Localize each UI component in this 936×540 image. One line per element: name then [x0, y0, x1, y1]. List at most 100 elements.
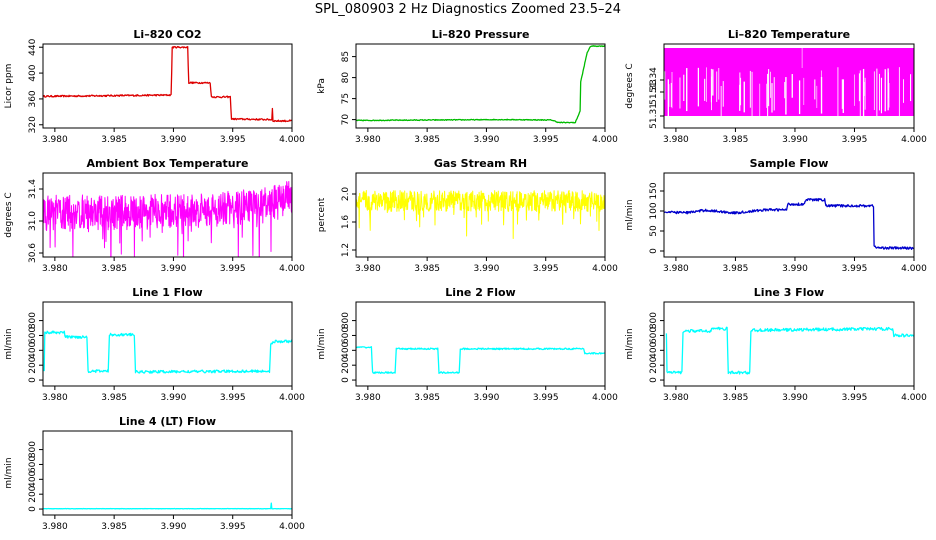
- y-tick-label: 600: [649, 327, 659, 344]
- x-tick-label: 3.990: [161, 135, 187, 145]
- series-line: [43, 181, 292, 257]
- y-tick-label: 800: [28, 312, 38, 329]
- data-series: [356, 190, 605, 239]
- y-tick-label: 0: [28, 377, 38, 383]
- y-tick-label: 31.4: [28, 179, 38, 199]
- y-tick-label: 70: [341, 114, 351, 126]
- x-tick-label: 3.985: [723, 393, 749, 403]
- series-line: [356, 45, 605, 124]
- x-tick-label: 3.990: [474, 393, 500, 403]
- x-tick-label: 3.980: [42, 135, 68, 145]
- panel-title: Line 2 Flow: [445, 286, 515, 299]
- x-tick-label: 3.980: [355, 393, 381, 403]
- panel-title: Line 3 Flow: [754, 286, 824, 299]
- panel-title: Li–820 CO2: [133, 28, 201, 41]
- x-tick-label: 4.000: [592, 264, 618, 274]
- plot-frame: [42, 301, 293, 387]
- chart-panel-9: Line 3 Flow ml/min 3.980 3.985 3.990 3.995 4.0…: [625, 286, 927, 403]
- y-axis-label: kPa: [317, 78, 327, 94]
- plot-frame: [663, 172, 915, 258]
- y-tick-label: 200: [649, 356, 659, 373]
- series-line: [356, 190, 605, 239]
- series-line: [665, 326, 914, 375]
- series-line: [43, 330, 292, 374]
- y-tick-label: 800: [28, 441, 38, 458]
- y-tick-label: 200: [341, 356, 351, 373]
- chart-panel-6: Sample Flow ml/min 3.980 3.985 3.990 3.995 4.0…: [625, 157, 927, 274]
- y-tick-label: 0: [28, 506, 38, 512]
- y-tick-label: 600: [28, 327, 38, 344]
- x-tick-label: 3.995: [220, 264, 246, 274]
- y-tick-label: 800: [649, 312, 659, 329]
- x-tick-label: 3.985: [723, 135, 749, 145]
- x-tick-label: 3.995: [533, 264, 559, 274]
- y-tick-label: 200: [28, 356, 38, 373]
- x-tick-label: 4.000: [279, 522, 305, 532]
- temperature-band: [664, 48, 914, 116]
- y-tick-label: 1.6: [341, 215, 351, 230]
- x-tick-label: 3.980: [42, 264, 68, 274]
- series-line: [43, 45, 292, 123]
- series-line: [664, 197, 914, 250]
- x-tick-label: 3.980: [42, 393, 68, 403]
- y-tick-label: 75: [341, 93, 351, 104]
- x-tick-label: 3.985: [414, 135, 440, 145]
- y-axis-label: ml/min: [317, 328, 327, 359]
- y-tick-label: 600: [28, 456, 38, 473]
- panel-title: Sample Flow: [750, 157, 829, 170]
- data-series: [356, 346, 605, 375]
- y-tick-label: 30.6: [28, 243, 38, 263]
- panel-title: Line 1 Flow: [132, 286, 202, 299]
- data-series: [43, 330, 292, 374]
- y-tick-label: 400: [28, 470, 38, 487]
- chart-panel-2: Li–820 Pressure kPa 3.980 3.985 3.990 3.995 4.…: [317, 28, 618, 145]
- y-axis-label: degrees C: [4, 192, 14, 237]
- x-tick-label: 3.980: [663, 264, 689, 274]
- x-tick-label: 3.980: [663, 135, 689, 145]
- x-tick-label: 3.990: [161, 522, 187, 532]
- y-tick-label: 100: [649, 202, 659, 219]
- x-tick-label: 4.000: [901, 135, 927, 145]
- y-tick-label: 31.0: [28, 211, 38, 231]
- x-tick-label: 3.995: [842, 135, 868, 145]
- panel-title: Line 4 (LT) Flow: [119, 415, 216, 428]
- x-tick-label: 3.995: [533, 135, 559, 145]
- x-tick-label: 3.995: [842, 264, 868, 274]
- data-series: [664, 197, 914, 250]
- x-tick-label: 4.000: [592, 393, 618, 403]
- series-line: [356, 346, 605, 375]
- chart-panel-5: Gas Stream RH percent 3.980 3.985 3.990 3.995…: [317, 157, 618, 274]
- y-axis-label: Licor ppm: [4, 64, 14, 109]
- y-tick-label: 600: [341, 327, 351, 344]
- y-tick-label: 320: [28, 116, 38, 133]
- x-tick-label: 3.990: [782, 264, 808, 274]
- panel-title: Gas Stream RH: [434, 157, 527, 170]
- y-axis-label: ml/min: [625, 199, 635, 230]
- chart-panel-4: Ambient Box Temperature degrees C 3.980 3.9…: [4, 157, 305, 274]
- y-tick-label: 200: [28, 485, 38, 502]
- chart-panel-3: Li–820 Temperature degrees C 3.980 3.985 3.9…: [625, 28, 927, 145]
- data-series: [356, 45, 605, 124]
- data-series: [43, 181, 292, 257]
- x-tick-label: 3.985: [414, 393, 440, 403]
- panel-title: Li–820 Temperature: [728, 28, 850, 41]
- x-tick-label: 3.995: [220, 135, 246, 145]
- plot-frame: [355, 301, 606, 387]
- x-tick-label: 3.980: [355, 264, 381, 274]
- y-tick-label: 400: [28, 64, 38, 81]
- y-tick-label: 360: [28, 90, 38, 107]
- y-axis-label: degrees C: [625, 63, 635, 108]
- figure-title: SPL_080903 2 Hz Diagnostics Zoomed 23.5–…: [314, 2, 622, 17]
- series-line: [43, 502, 292, 510]
- x-tick-label: 3.990: [782, 393, 808, 403]
- y-tick-label: 51.31: [649, 103, 659, 129]
- y-tick-label: 51.33: [649, 79, 659, 105]
- y-tick-label: 51.34: [649, 67, 659, 93]
- y-tick-label: 800: [341, 312, 351, 329]
- y-tick-label: 2.0: [341, 187, 351, 202]
- y-tick-label: 0: [649, 248, 659, 254]
- plot-frame: [42, 172, 293, 258]
- y-tick-label: 85: [341, 51, 351, 62]
- y-tick-label: 0: [649, 377, 659, 383]
- plot-frame: [663, 43, 915, 129]
